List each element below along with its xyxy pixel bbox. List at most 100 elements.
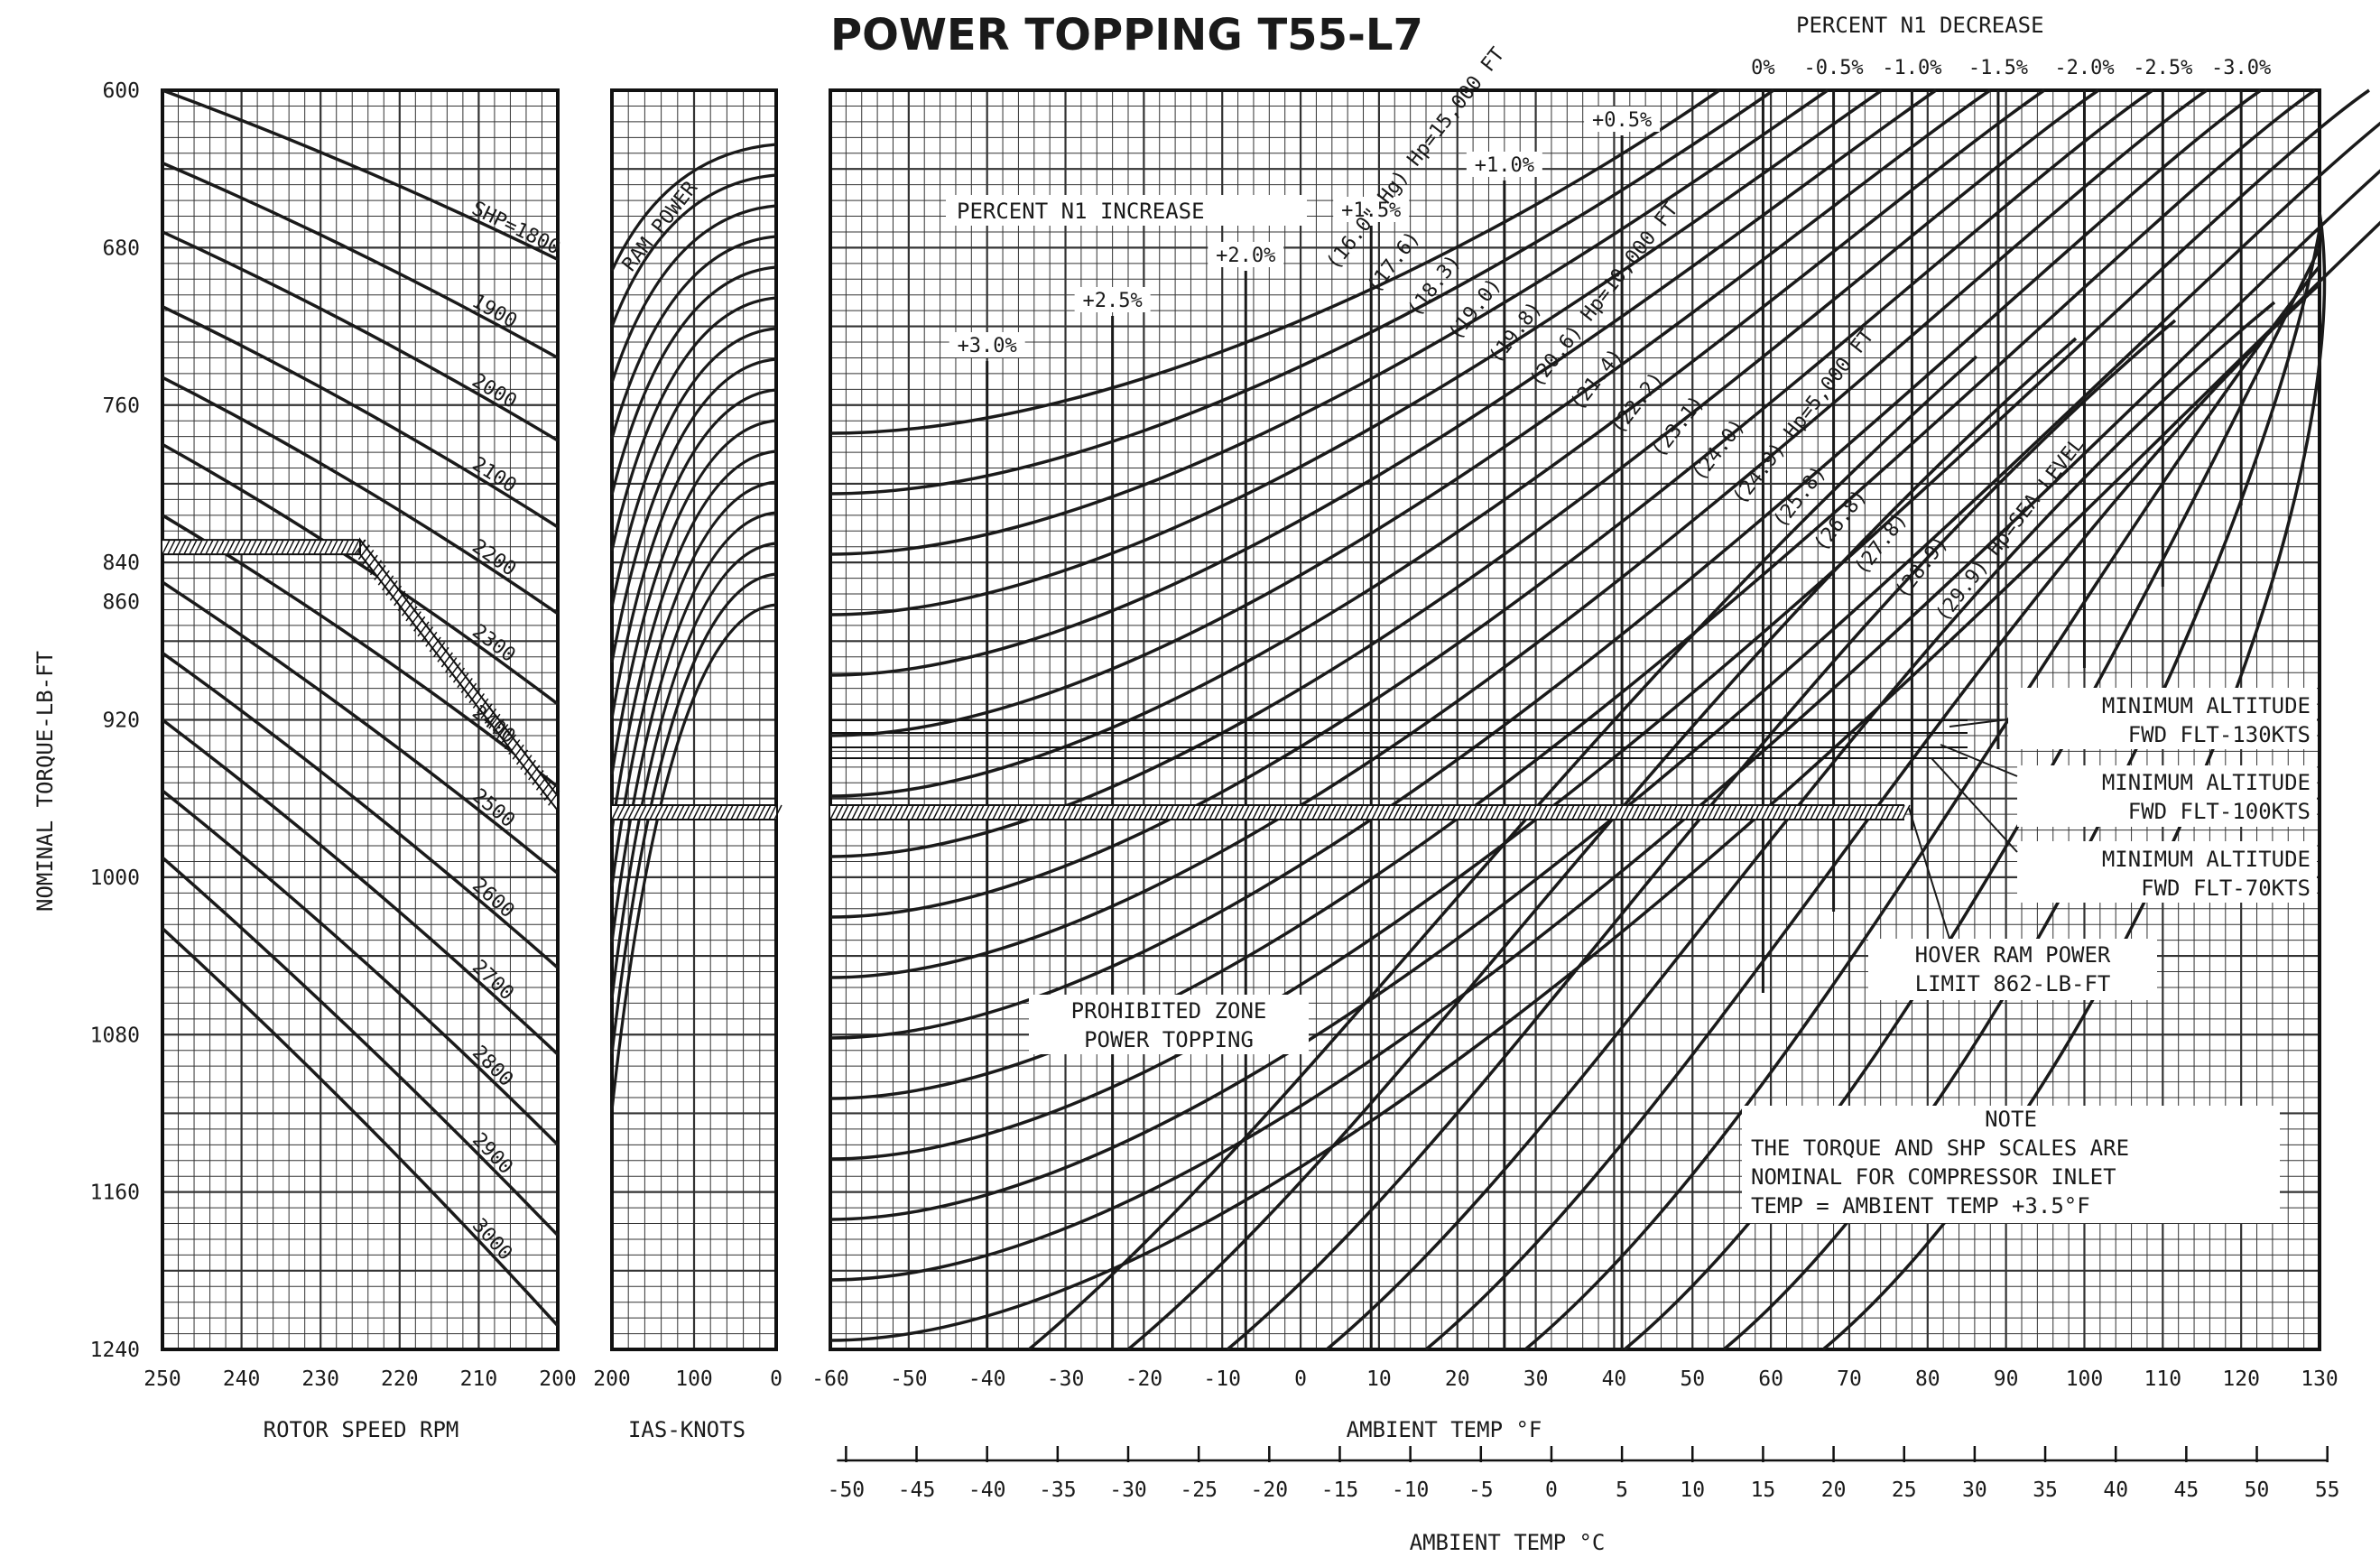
ambient-f-tick-label: 90 (1994, 1367, 2019, 1391)
pressure-altitude-curve (829, 88, 2370, 1161)
shp-curve (161, 927, 560, 1328)
rotor-diagonal-band (354, 537, 560, 813)
ambient-f-tick-label: -50 (890, 1367, 928, 1391)
prohibited-line1: PROHIBITED ZONE (1071, 998, 1267, 1024)
ram-power-curve (610, 542, 777, 999)
ram-power-curve (610, 204, 777, 384)
celsius-tick-label: 20 (1821, 1478, 1847, 1502)
n1-decrease-label: -1.5% (1968, 57, 2028, 79)
shp-curve-label: SHP=1800 (468, 198, 564, 260)
shp-curve (162, 442, 560, 706)
shp-curve (161, 856, 560, 1237)
pressure-altitude-curve (829, 88, 1991, 737)
limit-130-line2: FWD FLT-130KTS (2128, 722, 2311, 747)
celsius-tick-label: -5 (1468, 1478, 1494, 1502)
pressure-altitude-curve-lower (1623, 247, 2321, 1351)
pressure-label: (24.0) (1688, 415, 1750, 486)
ias-tick-label: 200 (593, 1367, 631, 1391)
ambient-f-tick-label: 10 (1366, 1367, 1392, 1391)
pressure-altitude-curve-lower (1226, 319, 2177, 1351)
y-tick-label: 600 (102, 79, 140, 103)
ambient-f-tick-label: -40 (968, 1367, 1006, 1391)
celsius-tick-label: 50 (2245, 1478, 2270, 1502)
n1-increase-label: +0.5% (1592, 109, 1652, 132)
n1-decrease-label: -2.5% (2133, 57, 2192, 79)
y-tick-label: 860 (102, 591, 140, 615)
y-axis-label: NOMINAL TORQUE-LB-FT (32, 651, 58, 912)
celsius-tick-label: -25 (1180, 1478, 1218, 1502)
ambient-hover-band (829, 804, 1911, 820)
note-title: NOTE (1985, 1107, 2037, 1132)
pressure-altitude-curve (829, 88, 2208, 979)
ambient-c-axis-label: AMBIENT TEMP °C (1410, 1530, 1606, 1555)
shp-curve-label: 2300 (468, 620, 519, 667)
ram-power-curve (610, 235, 777, 440)
y-tick-label: 1080 (90, 1024, 140, 1047)
celsius-tick-label: 30 (1962, 1478, 1987, 1502)
ambient-f-tick-label: 50 (1680, 1367, 1705, 1391)
ias-axis-label: IAS-KNOTS (628, 1417, 745, 1442)
y-tick-label: 920 (102, 709, 140, 733)
shp-curve-label: 2900 (468, 1129, 517, 1179)
celsius-tick-label: -10 (1392, 1478, 1430, 1502)
ram-power-curve (610, 143, 777, 272)
shp-curve (162, 88, 559, 262)
celsius-tick-label: -50 (828, 1478, 866, 1502)
n1-decrease-label: 0% (1751, 57, 1775, 79)
ram-power-curve (610, 296, 777, 551)
y-tick-label: 1160 (90, 1182, 140, 1205)
shp-curve (162, 580, 560, 875)
pressure-altitude-curve (829, 169, 2380, 1282)
pressure-altitude-curve (829, 220, 2380, 1342)
note-line2: NOMINAL FOR COMPRESSOR INLET (1751, 1164, 2116, 1190)
ambient-f-tick-label: 110 (2144, 1367, 2182, 1391)
celsius-tick-label: 40 (2103, 1478, 2128, 1502)
pressure-label: (19.0) (1444, 274, 1506, 345)
ram-power-curve (610, 449, 777, 831)
rotor-tick-label: 210 (460, 1367, 498, 1391)
ambient-f-tick-label: -30 (1047, 1367, 1085, 1391)
celsius-tick-label: 0 (1545, 1478, 1558, 1502)
pressure-altitude-curve-lower (1523, 264, 2321, 1351)
limit-130-line1: MINIMUM ALTITUDE (2102, 693, 2311, 718)
rotor-tick-label: 240 (223, 1367, 261, 1391)
ambient-f-tick-label: -20 (1125, 1367, 1163, 1391)
ram-power-curve (610, 327, 777, 607)
rotor-tick-label: 250 (144, 1367, 181, 1391)
shp-curve (161, 718, 560, 1056)
ias-grid (610, 88, 778, 1351)
ias-tick-label: 0 (770, 1367, 783, 1391)
ias-hover-band (611, 804, 783, 820)
shp-curve (162, 375, 559, 616)
rotor-tick-label: 230 (301, 1367, 339, 1391)
ram-power-curve (610, 388, 777, 719)
ram-power-curve (610, 265, 777, 496)
note-line3: TEMP = AMBIENT TEMP +3.5°F (1751, 1193, 2090, 1219)
ambient-f-tick-label: 100 (2066, 1367, 2104, 1391)
celsius-tick-label: -20 (1251, 1478, 1289, 1502)
pressure-altitude-curve (829, 121, 2380, 1221)
ambient-f-tick-label: 80 (1915, 1367, 1940, 1391)
ambient-f-tick-label: 20 (1445, 1367, 1470, 1391)
pressure-altitude-curve-lower (1126, 337, 2078, 1351)
limit-70-line2: FWD FLT-70KTS (2141, 876, 2311, 901)
pressure-altitude-curve (829, 88, 2153, 919)
y-tick-label: 840 (102, 551, 140, 575)
pressure-altitude-curve (829, 88, 1829, 556)
celsius-tick-label: -15 (1321, 1478, 1359, 1502)
rotor-hover-band (162, 539, 366, 556)
n1-increase-label: +1.5% (1341, 199, 1401, 222)
y-tick-label: 680 (102, 236, 140, 260)
celsius-tick-label: 25 (1892, 1478, 1917, 1502)
celsius-tick-label: 45 (2174, 1478, 2199, 1502)
shp-curve (162, 305, 559, 529)
ram-power-label: RAM POWER (618, 177, 703, 276)
pressure-label: (22.2) (1607, 368, 1669, 439)
n1-decrease-label: -2.0% (2054, 57, 2114, 79)
celsius-tick-label: 35 (2033, 1478, 2058, 1502)
y-tick-label: 1240 (90, 1339, 140, 1362)
celsius-tick-label: 15 (1751, 1478, 1776, 1502)
ram-power-curve (610, 511, 777, 943)
rotor-speed-grid (161, 88, 560, 1351)
